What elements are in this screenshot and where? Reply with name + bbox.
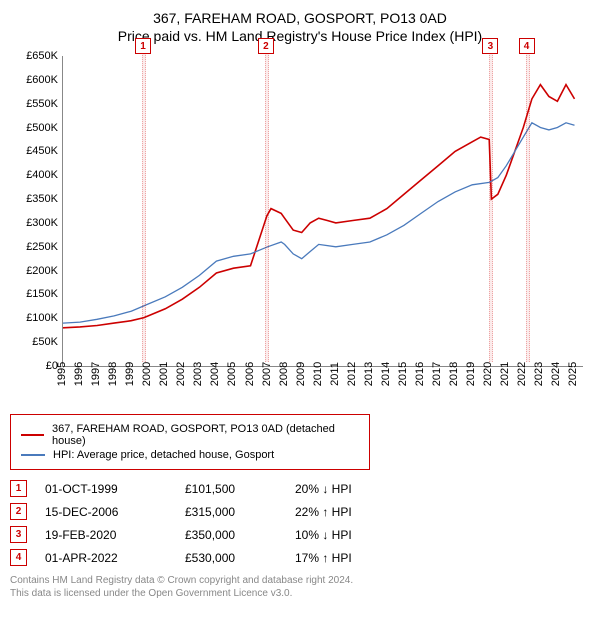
- footer-line1: Contains HM Land Registry data © Crown c…: [10, 574, 590, 587]
- event-price: £315,000: [185, 505, 295, 519]
- y-tick-label: £200K: [14, 265, 58, 277]
- event-row: 2 15-DEC-2006£315,00022% ↑ HPI: [10, 503, 590, 520]
- title-address: 367, FAREHAM ROAD, GOSPORT, PO13 0AD: [10, 10, 590, 26]
- x-tick-label: 2004: [209, 362, 221, 386]
- y-tick-label: £550K: [14, 98, 58, 110]
- x-tick-label: 2002: [175, 362, 187, 386]
- event-marker: 2: [258, 38, 274, 54]
- chart-area: £0 £50K £100K £150K £200K £250K £300K £350K £400…: [10, 52, 590, 412]
- y-tick-label: £50K: [14, 336, 58, 348]
- event-marker-box: 1: [10, 480, 27, 497]
- y-tick-label: £400K: [14, 169, 58, 181]
- event-delta: 20% ↓ HPI: [295, 482, 425, 496]
- x-tick-label: 2020: [482, 362, 494, 386]
- event-row: 3 19-FEB-2020£350,00010% ↓ HPI: [10, 526, 590, 543]
- x-tick-label: 1997: [90, 362, 102, 386]
- legend-label: 367, FAREHAM ROAD, GOSPORT, PO13 0AD (de…: [52, 423, 359, 447]
- event-date: 15-DEC-2006: [45, 505, 185, 519]
- event-marker-box: 2: [10, 503, 27, 520]
- x-tick-label: 2001: [158, 362, 170, 386]
- x-tick-label: 2019: [465, 362, 477, 386]
- x-tick-label: 2006: [244, 362, 256, 386]
- event-row: 4 01-APR-2022£530,00017% ↑ HPI: [10, 549, 590, 566]
- series-line: [63, 123, 575, 323]
- y-tick-label: £350K: [14, 193, 58, 205]
- x-tick-label: 2003: [192, 362, 204, 386]
- legend-item: 367, FAREHAM ROAD, GOSPORT, PO13 0AD (de…: [21, 423, 359, 447]
- x-tick-label: 2023: [533, 362, 545, 386]
- x-tick-label: 2016: [414, 362, 426, 386]
- x-tick-label: 2005: [226, 362, 238, 386]
- x-tick-label: 2013: [363, 362, 375, 386]
- x-tick-label: 2014: [380, 362, 392, 386]
- event-marker: 3: [482, 38, 498, 54]
- plot-area: [62, 56, 583, 367]
- x-tick-label: 1995: [56, 362, 68, 386]
- legend-swatch: [21, 434, 44, 436]
- footer: Contains HM Land Registry data © Crown c…: [10, 574, 590, 600]
- chart-container: 367, FAREHAM ROAD, GOSPORT, PO13 0AD Pri…: [0, 0, 600, 604]
- event-date: 01-APR-2022: [45, 551, 185, 565]
- event-date: 19-FEB-2020: [45, 528, 185, 542]
- legend-swatch: [21, 454, 45, 456]
- x-tick-label: 2008: [278, 362, 290, 386]
- footer-line2: This data is licensed under the Open Gov…: [10, 587, 590, 600]
- y-tick-label: £150K: [14, 288, 58, 300]
- y-tick-label: £600K: [14, 74, 58, 86]
- event-row: 1 01-OCT-1999£101,50020% ↓ HPI: [10, 480, 590, 497]
- x-tick-label: 1998: [107, 362, 119, 386]
- event-band: [526, 52, 530, 362]
- event-delta: 10% ↓ HPI: [295, 528, 425, 542]
- x-tick-label: 2000: [141, 362, 153, 386]
- x-tick-label: 2021: [499, 362, 511, 386]
- x-tick-label: 2007: [261, 362, 273, 386]
- title-block: 367, FAREHAM ROAD, GOSPORT, PO13 0AD Pri…: [10, 10, 590, 44]
- event-delta: 22% ↑ HPI: [295, 505, 425, 519]
- x-tick-label: 2012: [346, 362, 358, 386]
- x-tick-label: 2011: [329, 362, 341, 386]
- event-marker-box: 4: [10, 549, 27, 566]
- x-tick-label: 2010: [312, 362, 324, 386]
- y-tick-label: £500K: [14, 122, 58, 134]
- y-tick-label: £250K: [14, 241, 58, 253]
- title-subtitle: Price paid vs. HM Land Registry's House …: [10, 28, 590, 44]
- x-tick-label: 2022: [516, 362, 528, 386]
- legend-item: HPI: Average price, detached house, Gosp…: [21, 449, 359, 461]
- y-tick-label: £300K: [14, 217, 58, 229]
- x-tick-label: 2009: [295, 362, 307, 386]
- x-tick-label: 2015: [397, 362, 409, 386]
- x-tick-label: 2024: [550, 362, 562, 386]
- event-price: £101,500: [185, 482, 295, 496]
- event-delta: 17% ↑ HPI: [295, 551, 425, 565]
- x-tick-label: 1996: [73, 362, 85, 386]
- events-table: 1 01-OCT-1999£101,50020% ↓ HPI 2 15-DEC-200…: [10, 480, 590, 566]
- y-tick-label: £100K: [14, 312, 58, 324]
- event-band: [142, 52, 146, 362]
- x-tick-label: 1999: [124, 362, 136, 386]
- legend: 367, FAREHAM ROAD, GOSPORT, PO13 0AD (de…: [10, 414, 370, 470]
- x-tick-label: 2025: [567, 362, 579, 386]
- event-marker: 4: [519, 38, 535, 54]
- series-line: [63, 85, 575, 328]
- event-band: [489, 52, 493, 362]
- y-tick-label: £650K: [14, 50, 58, 62]
- event-price: £350,000: [185, 528, 295, 542]
- x-tick-label: 2018: [448, 362, 460, 386]
- y-tick-label: £0: [14, 360, 58, 372]
- event-band: [265, 52, 269, 362]
- event-date: 01-OCT-1999: [45, 482, 185, 496]
- x-tick-label: 2017: [431, 362, 443, 386]
- legend-label: HPI: Average price, detached house, Gosp…: [53, 449, 274, 461]
- event-marker-box: 3: [10, 526, 27, 543]
- y-tick-label: £450K: [14, 145, 58, 157]
- event-marker: 1: [135, 38, 151, 54]
- event-price: £530,000: [185, 551, 295, 565]
